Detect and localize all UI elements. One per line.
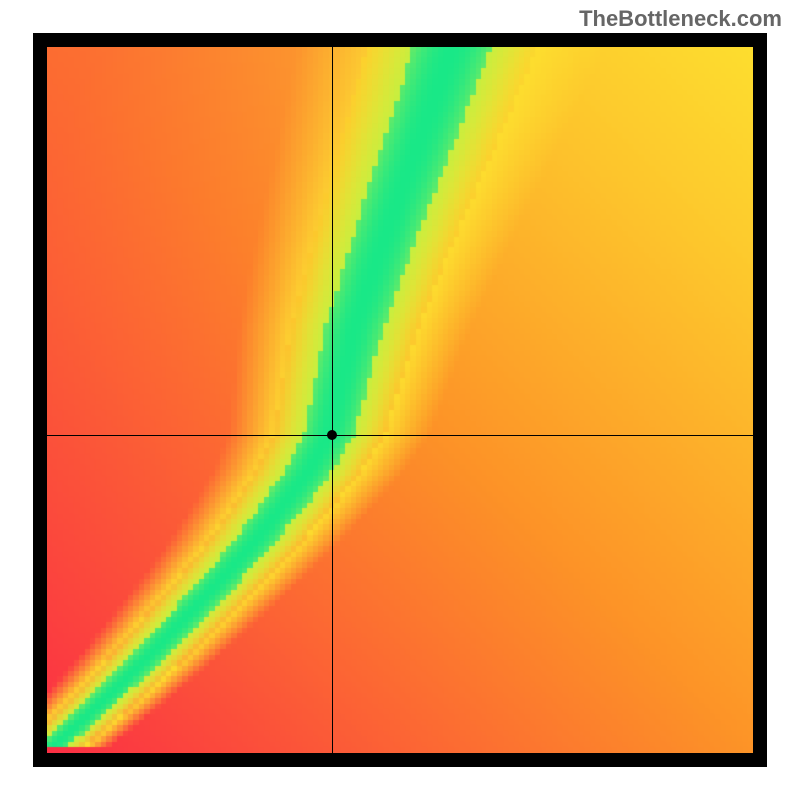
chart-container: TheBottleneck.com	[0, 0, 800, 800]
watermark-text: TheBottleneck.com	[579, 6, 782, 32]
plot-border	[33, 33, 767, 767]
crosshair-vertical	[332, 47, 333, 753]
crosshair-horizontal	[47, 435, 753, 436]
marker-dot	[327, 430, 337, 440]
heatmap-canvas	[47, 47, 753, 753]
